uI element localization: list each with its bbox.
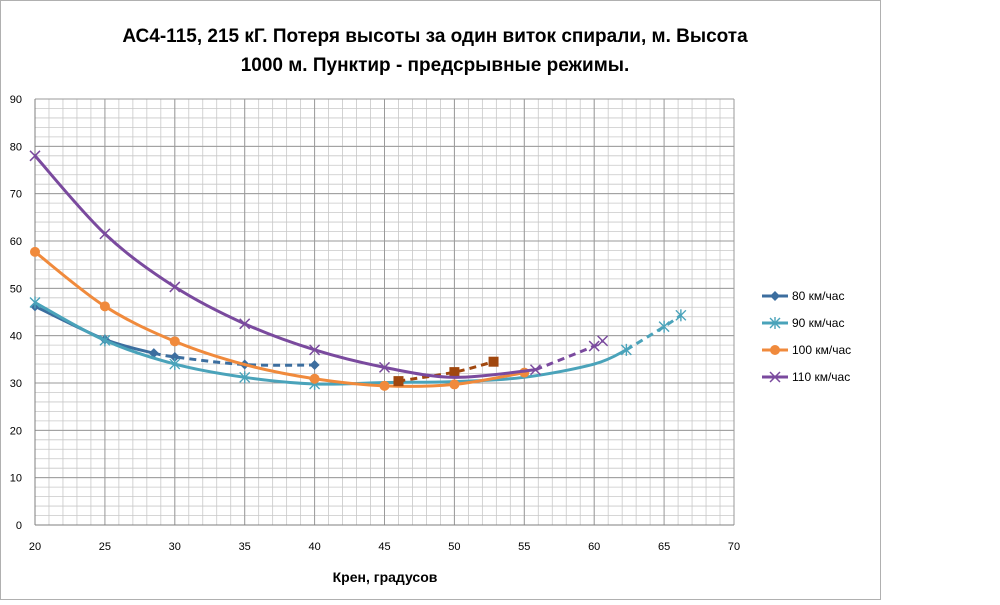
y-tick-label: 0 xyxy=(16,520,22,532)
marker-x-stroke xyxy=(309,344,321,356)
marker-square xyxy=(449,367,460,378)
marker-square xyxy=(488,356,499,367)
data-point xyxy=(658,320,670,333)
marker-x-stroke xyxy=(529,364,542,376)
data-point xyxy=(148,348,159,359)
data-point xyxy=(99,301,110,312)
data-point xyxy=(529,364,542,376)
x-tick-label: 60 xyxy=(588,541,600,553)
x-tick-label: 25 xyxy=(99,541,111,553)
data-point xyxy=(488,356,499,367)
marker-x-stroke xyxy=(169,281,181,293)
data-point xyxy=(169,358,181,371)
series-line-dashed-extra xyxy=(398,360,494,383)
legend-label: 110 км/час xyxy=(792,370,850,384)
y-tick-label: 60 xyxy=(10,236,22,248)
data-point xyxy=(239,318,251,330)
x-tick-label: 50 xyxy=(448,541,460,553)
marker-circle xyxy=(99,301,110,312)
marker-x-stroke xyxy=(588,340,600,352)
y-tick-label: 80 xyxy=(10,141,22,153)
legend-marker xyxy=(769,317,781,329)
x-tick-label: 35 xyxy=(239,541,251,553)
data-point xyxy=(393,376,404,387)
data-point xyxy=(169,351,180,362)
y-tick-label: 90 xyxy=(10,94,22,106)
legend: 80 км/час 90 км/час 100 км/час 110 км/час xyxy=(762,289,851,384)
legend-item-1: 80 км/час xyxy=(762,289,844,303)
y-tick-label: 40 xyxy=(10,331,22,343)
data-point xyxy=(675,309,687,322)
x-tick-label: 55 xyxy=(518,541,530,553)
marker-circle xyxy=(30,246,40,257)
data-point xyxy=(169,281,181,293)
marker-diamond xyxy=(169,351,180,362)
data-point xyxy=(309,373,320,384)
legend-marker xyxy=(770,345,780,355)
marker-circle xyxy=(449,379,460,390)
data-point xyxy=(29,150,41,162)
legend-label: 80 км/час xyxy=(792,289,844,303)
x-axis-label: Крен, градусов xyxy=(333,569,438,585)
x-tick-label: 30 xyxy=(169,541,181,553)
series-3 xyxy=(30,246,530,391)
data-point xyxy=(449,367,460,378)
marker-x-stroke xyxy=(99,228,111,240)
legend-label: 100 км/час xyxy=(792,343,851,357)
marker-circle xyxy=(169,336,180,347)
legend-marker xyxy=(770,291,780,301)
grid xyxy=(34,98,735,526)
data-point xyxy=(620,343,632,356)
legend-item-4: 110 км/час xyxy=(762,370,850,384)
series-4 xyxy=(29,150,609,379)
y-tick-label: 50 xyxy=(10,283,22,295)
legend-marker xyxy=(769,371,781,383)
axes: 20 25 30 35 40 45 50 55 60 65 70 0 10 20 30 40 50 60 70 80 9… xyxy=(10,94,740,553)
data-point xyxy=(99,334,111,347)
marker-x-stroke xyxy=(239,318,251,330)
marker-x-stroke xyxy=(769,371,781,383)
marker-diamond xyxy=(309,360,320,371)
data-point xyxy=(449,379,460,390)
x-tick-label: 45 xyxy=(378,541,390,553)
data-point xyxy=(378,361,391,373)
marker-circle xyxy=(379,380,390,391)
legend-label: 90 км/час xyxy=(792,316,844,330)
y-tick-label: 70 xyxy=(10,189,22,201)
data-point xyxy=(169,336,180,347)
legend-item-3: 100 км/час xyxy=(762,343,851,357)
marker-x-stroke xyxy=(378,361,391,373)
marker-diamond xyxy=(770,291,780,301)
data-point xyxy=(588,340,600,352)
chart-title-line-1: АС4-115, 215 кГ. Потеря высоты за один в… xyxy=(122,26,748,47)
data-point xyxy=(309,360,320,371)
data-point xyxy=(30,246,40,257)
y-tick-label: 20 xyxy=(10,425,22,437)
marker-square xyxy=(393,376,404,387)
series xyxy=(29,150,687,391)
x-tick-label: 65 xyxy=(658,541,670,553)
y-tick-label: 30 xyxy=(10,378,22,390)
y-tick-label: 10 xyxy=(10,473,22,485)
x-tick-label: 40 xyxy=(308,541,320,553)
data-point xyxy=(29,296,41,309)
x-tick-label: 70 xyxy=(728,541,740,553)
marker-x-stroke xyxy=(597,335,609,347)
series-line-dashed xyxy=(153,351,315,367)
x-tick-label: 20 xyxy=(29,541,41,553)
marker-diamond xyxy=(148,348,159,359)
data-point xyxy=(239,371,251,384)
data-point xyxy=(309,344,321,356)
marker-circle xyxy=(309,373,320,384)
data-point xyxy=(597,335,609,347)
marker-circle xyxy=(770,345,780,355)
data-point xyxy=(379,380,390,391)
chart-title-line-2: 1000 м. Пунктир - предсрывные режимы. xyxy=(241,55,630,76)
data-point xyxy=(99,228,111,240)
legend-item-2: 90 км/час xyxy=(762,316,844,330)
marker-x-stroke xyxy=(29,150,41,162)
